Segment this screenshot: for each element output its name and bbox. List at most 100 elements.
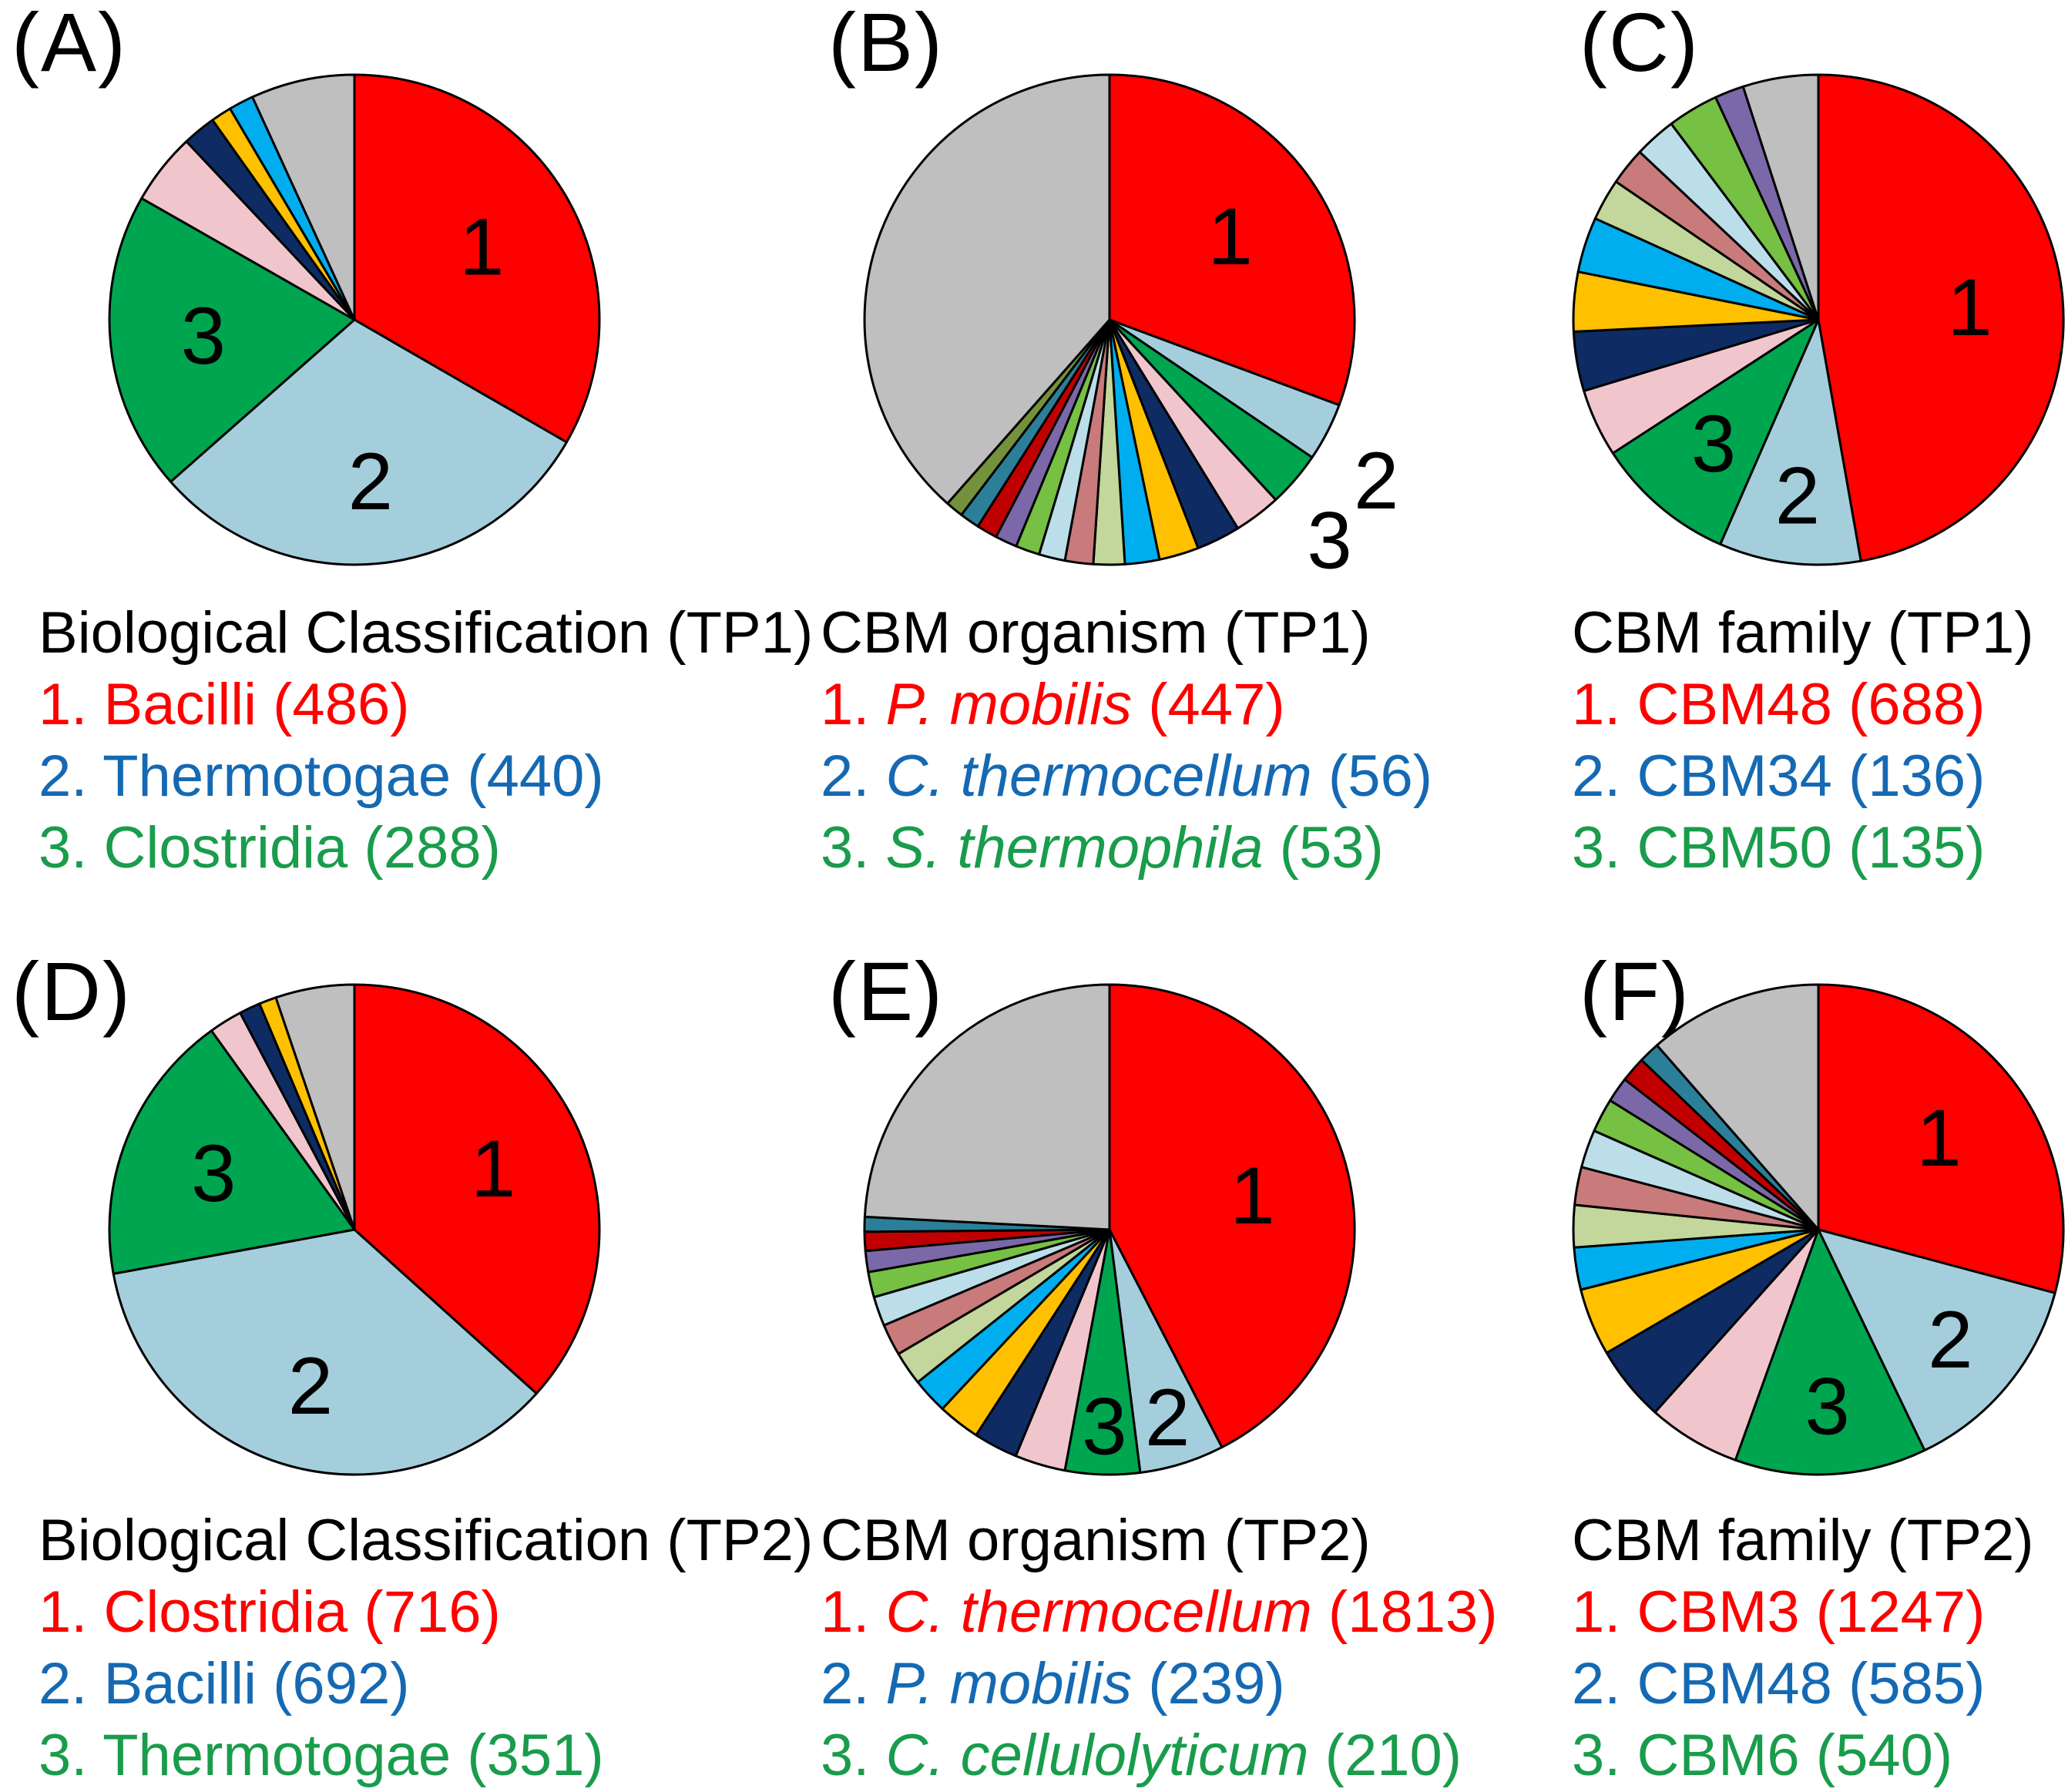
pie-b: 1 23 [863,73,1398,586]
panel-letter-f: (F) [1580,945,1690,1038]
pie-slice-others [863,983,1111,1231]
legend-species-name: C. thermocellum [885,1579,1312,1645]
pie-slice-thermotogae [108,1029,356,1275]
legend-entry: 3. S. thermophila (53) [821,812,1432,884]
pie-slice-cbm48 [1817,1228,2056,1451]
pie-slice-clostridia [353,983,601,1395]
legend-text: 3. CBM6 (540) [1572,1723,1953,1788]
legend-entry: 2. C. thermocellum (56) [821,740,1432,812]
legend-text: (447) [1132,672,1285,737]
legend-text: 3. Clostridia (288) [39,815,501,881]
caption-f: CBM family (TP2) 1. CBM3 (1247) 2. CBM48 … [1572,1505,2034,1791]
legend-species-name: C. cellulolyticum [885,1723,1309,1788]
panel-letter-b: (B) [828,0,944,89]
legend-entry: 1. C. thermocellum (1813) [821,1576,1498,1648]
legend-text: (53) [1263,815,1384,881]
legend-c: 1. CBM48 (688) 2. CBM34 (136) 3. CBM50 (13… [1572,669,2034,884]
legend-entry: 2. CBM34 (136) [1572,740,2034,812]
legend-e: 1. C. thermocellum (1813) 2. P. mobilis (… [821,1576,1498,1791]
legend-entry: 3. Thermotogae (351) [39,1720,813,1791]
legend-text: (56) [1311,743,1433,809]
slice-number-label: 2 [1775,451,1820,541]
pie-slice-others [1741,73,1820,321]
legend-text: 1. [821,672,886,737]
slice-number-label: 3 [181,291,226,381]
pie-slice-cbm3 [1817,983,2065,1294]
pie-slice-others [863,73,1111,505]
legend-species-name: S. thermophila [885,815,1264,881]
slice-number-label: 2 [348,437,393,527]
legend-entry: 1. CBM3 (1247) [1572,1576,2034,1648]
slice-number-label: 1 [471,1124,515,1214]
slice-number-label: 3 [1691,399,1736,489]
legend-text: (239) [1132,1651,1285,1716]
pie-slice-others [1656,983,1820,1231]
legend-text: 1. CBM3 (1247) [1572,1579,1986,1645]
legend-entry: 1. P. mobilis (447) [821,669,1432,740]
legend-text: 2. CBM34 (136) [1572,743,1986,809]
legend-text: 3. Thermotogae (351) [39,1723,604,1788]
slice-number-label: 1 [1916,1093,1961,1183]
legend-text: 2. [821,743,886,809]
chart-title-b: CBM organism (TP1) [821,600,1371,666]
pie-slice-cbm50 [1611,318,1820,545]
legend-text: 1. CBM48 (688) [1572,672,1986,737]
legend-entry: 1. Bacilli (486) [39,669,813,740]
legend-b: 1. P. mobilis (447) 2. C. thermocellum (5… [821,669,1432,884]
legend-f: 1. CBM3 (1247) 2. CBM48 (585) 3. CBM6 (540… [1572,1576,2034,1791]
legend-text: 3. [821,815,886,881]
legend-text: 2. [821,1651,886,1716]
caption-a: Biological Classification (TP1) 1. Bacil… [39,597,813,884]
pie-slice-others [274,983,356,1231]
slice-number-label: 2 [1354,436,1398,526]
legend-entry: 3. CBM50 (135) [1572,812,2034,884]
legend-entry: 3. Clostridia (288) [39,812,813,884]
slice-number-label: 3 [191,1129,236,1219]
pie-d: 1 2 3 [108,983,601,1476]
legend-species-name: C. thermocellum [885,743,1312,809]
legend-entry: 3. C. cellulolyticum (210) [821,1720,1498,1791]
legend-d: 1. Clostridia (716) 2. Bacilli (692) 3. Th… [39,1576,813,1791]
slice-number-label: 2 [288,1341,333,1431]
pie-f: 1 23 [1572,983,2065,1476]
slice-number-label: 3 [1307,496,1351,586]
pie-a: 1 2 3 [108,73,601,566]
legend-a: 1. Bacilli (486) 2. Thermotogae (440) 3. C… [39,669,813,884]
slice-number-label: 3 [1082,1381,1126,1472]
pie-slice-cbm6 [1734,1228,1926,1476]
legend-entry: 2. P. mobilis (239) [821,1648,1498,1720]
slice-number-label: 2 [1928,1295,1972,1385]
pie-c: 1 23 [1572,73,2065,566]
chart-title-f: CBM family (TP2) [1572,1508,2034,1573]
panel-letter-c: (C) [1580,0,1700,89]
legend-text: 2. Thermotogae (440) [39,743,604,809]
slice-number-label: 1 [459,203,504,293]
legend-entry: 2. Bacilli (692) [39,1648,813,1720]
pie-slice-clostridia [108,196,356,483]
pie-slice-cbm34 [1719,318,1862,566]
legend-text: 2. Bacilli (692) [39,1651,410,1716]
pie-slice-bacilli [353,73,601,444]
legend-entry: 3. CBM6 (540) [1572,1720,2034,1791]
caption-c: CBM family (TP1) 1. CBM48 (688) 2. CBM34 … [1572,597,2034,884]
legend-entry: 1. CBM48 (688) [1572,669,2034,740]
legend-species-name: P. mobilis [885,1651,1133,1716]
chart-title-c: CBM family (TP1) [1572,600,2034,666]
legend-text: 1. Bacilli (486) [39,672,410,737]
legend-text: 3. CBM50 (135) [1572,815,1986,881]
legend-entry: 2. CBM48 (585) [1572,1648,2034,1720]
slice-number-label: 3 [1804,1362,1849,1452]
legend-entry: 1. Clostridia (716) [39,1576,813,1648]
legend-text: (1813) [1311,1579,1498,1645]
panel-letter-d: (D) [12,945,132,1038]
caption-b: CBM organism (TP1) 1. P. mobilis (447) 2.… [821,597,1432,884]
pie-slice-thermotogae [170,318,568,566]
legend-text: (210) [1308,1723,1462,1788]
legend-text: 3. [821,1723,886,1788]
chart-title-d: Biological Classification (TP2) [39,1508,814,1573]
panel-letter-a: (A) [12,0,127,89]
slice-number-label: 2 [1145,1373,1190,1463]
chart-title-e: CBM organism (TP2) [821,1508,1371,1573]
legend-text: 1. [821,1579,886,1645]
pie-slice-cbm48 [1817,73,2065,562]
